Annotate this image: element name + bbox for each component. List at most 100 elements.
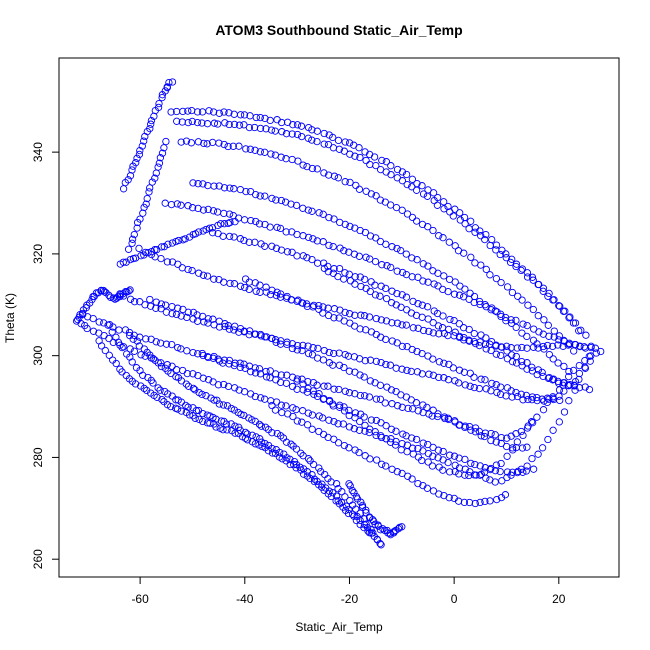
data-point [261,114,269,123]
data-point [193,108,202,116]
data-point [440,374,448,382]
data-point [345,505,353,514]
data-point [162,137,170,146]
data-point [460,498,469,507]
data-point [255,220,264,228]
data-point [470,337,478,346]
data-point [220,108,228,116]
data-point [382,422,390,430]
data-point [204,376,213,384]
data-point [540,345,548,353]
data-point [482,385,490,393]
data-point [304,409,312,417]
data-point [377,333,385,341]
data-point [355,426,364,434]
data-point [402,293,411,301]
data-point [398,321,406,329]
data-point [306,457,314,465]
data-point [188,117,196,126]
data-point [518,362,526,370]
data-point [554,341,562,349]
data-point [402,170,411,179]
data-point [337,498,346,507]
data-point [167,108,175,116]
data-point [299,470,308,478]
data-point [332,480,341,488]
data-point [261,333,269,341]
data-point [177,407,186,415]
data-point [283,340,291,349]
data-point [308,255,316,264]
data-point [446,451,454,459]
data-point [466,289,474,297]
data-point [182,380,190,388]
data-point [467,217,475,225]
data-point [528,367,537,375]
data-point [288,296,296,304]
data-point [188,106,196,115]
data-point [245,123,254,132]
data-point [429,319,437,327]
data-point [90,292,98,301]
data-point [355,185,364,193]
data-point [252,433,260,441]
data-point [545,332,553,340]
data-point [445,238,453,246]
data-point [346,178,354,187]
data-point [460,336,468,344]
data-point [278,128,286,136]
data-point [549,355,557,363]
data-point [383,262,391,270]
data-point [309,344,317,352]
data-point [184,107,192,115]
data-point [105,334,113,343]
data-point [398,403,406,411]
data-point [545,289,553,298]
data-point [372,192,380,200]
data-point [508,351,516,359]
data-point [132,159,140,167]
data-point [227,420,235,428]
data-point [267,150,275,158]
data-point [486,497,494,505]
data-point [194,180,202,188]
data-point [215,400,223,408]
x-tick-label: -20 [341,592,359,606]
data-point [330,314,338,322]
data-point [319,210,327,218]
data-point [345,423,354,431]
data-point [198,417,207,426]
data-point [119,290,127,298]
data-point [203,140,211,148]
data-point [95,318,103,326]
data-point [471,224,480,232]
data-point [126,255,135,264]
data-point [162,340,171,348]
data-point [330,417,338,426]
data-point [355,144,363,152]
data-point [575,369,584,378]
data-point [335,145,344,153]
data-point [360,413,368,421]
data-point [403,306,411,314]
data-point [246,327,254,335]
data-point [335,361,344,369]
data-point [544,374,553,382]
data-point [292,445,301,453]
data-point [241,434,250,442]
data-point [293,346,301,354]
data-point [517,266,525,275]
data-point [173,405,182,413]
data-point [145,188,153,196]
data-point [345,139,354,147]
data-point [262,373,271,381]
data-point [571,377,580,386]
data-point [496,467,504,476]
data-point [350,353,359,361]
data-point [508,468,517,476]
data-point [387,299,396,307]
data-point [586,357,594,365]
data-point [156,386,164,394]
data-point [231,218,239,226]
data-point [252,113,260,122]
